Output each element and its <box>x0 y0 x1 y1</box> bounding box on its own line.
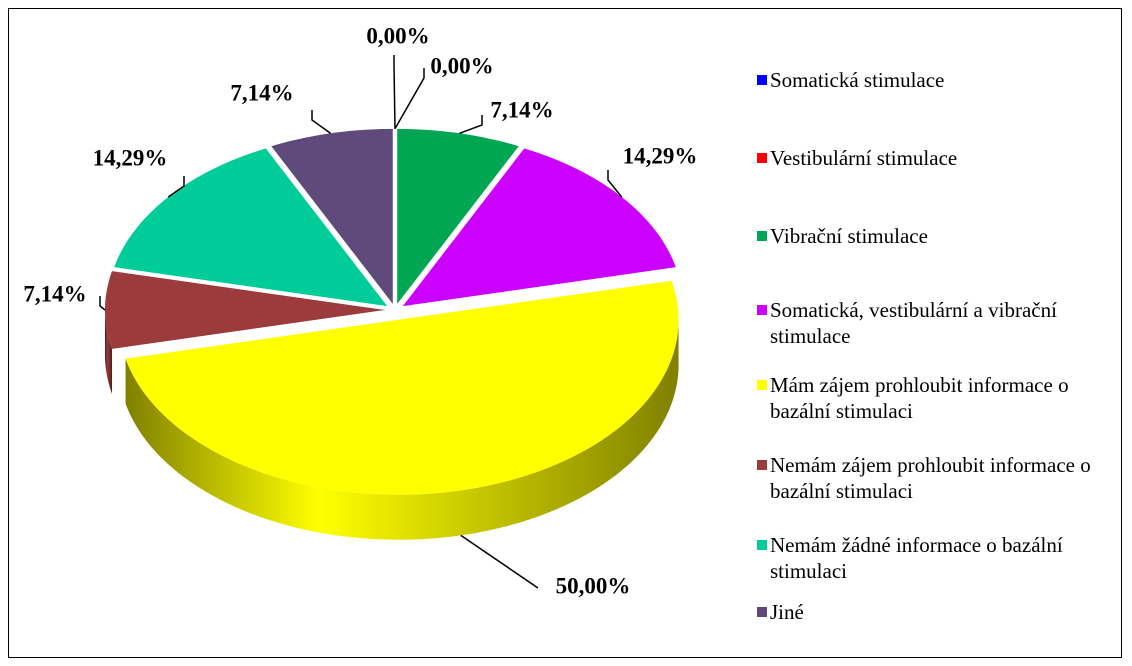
leader-line <box>99 296 106 311</box>
legend-swatch <box>757 305 767 315</box>
data-label: 0,00% <box>430 53 493 78</box>
slice-side <box>125 319 679 540</box>
legend-swatch <box>757 75 767 85</box>
legend-swatch <box>757 607 767 617</box>
legend-item: Nemám žádné informace o bazální stimulac… <box>757 532 1117 584</box>
legend-item: Jiné <box>757 599 1117 625</box>
leader-line <box>167 176 185 198</box>
data-label: 7,14% <box>490 97 553 122</box>
legend-swatch <box>757 460 767 470</box>
legend-swatch <box>757 153 767 163</box>
pie-slice <box>402 148 676 307</box>
chart-frame <box>8 8 1122 658</box>
legend-swatch <box>757 231 767 241</box>
leader-line <box>394 68 425 130</box>
data-label: 7,14% <box>230 80 293 105</box>
pie-slice <box>105 271 386 349</box>
leader-line <box>459 115 483 134</box>
data-label: 7,14% <box>23 281 86 306</box>
legend-label: Somatická stimulace <box>770 68 945 92</box>
slice-side <box>105 310 113 394</box>
data-label: 14,29% <box>93 145 168 170</box>
legend-label: Jiné <box>770 600 804 624</box>
legend-label: Nemám žádné informace o bazální stimulac… <box>770 533 1063 583</box>
legend-label: Vibrační stimulace <box>770 224 928 248</box>
legend-item: Somatická, vestibulární a vibrační stimu… <box>757 297 1117 349</box>
legend-label: Mám zájem prohloubit informace o bazální… <box>770 373 1069 423</box>
legend-item: Vibrační stimulace <box>757 223 1117 249</box>
legend-item: Nemám zájem prohloubit informace o bazál… <box>757 452 1117 504</box>
legend-item: Somatická stimulace <box>757 67 1117 93</box>
legend-label: Vestibulární stimulace <box>770 146 958 170</box>
pie-slice <box>125 280 679 495</box>
leader-line <box>607 170 623 198</box>
legend-item: Vestibulární stimulace <box>757 145 1117 171</box>
pie-slice <box>271 128 393 304</box>
data-label: 0,00% <box>366 23 429 48</box>
leader-line <box>460 534 539 589</box>
pie-slice <box>397 128 519 304</box>
legend-label: Nemám zájem prohloubit informace o bazál… <box>770 453 1091 503</box>
data-label: 50,00% <box>556 573 631 598</box>
data-label: 14,29% <box>623 143 698 168</box>
legend-swatch <box>757 380 767 390</box>
legend-item: Mám zájem prohloubit informace o bazální… <box>757 372 1117 424</box>
leader-line <box>311 110 331 134</box>
legend-swatch <box>757 540 767 550</box>
leader-line <box>393 55 396 129</box>
legend-label: Somatická, vestibulární a vibrační stimu… <box>770 298 1057 348</box>
